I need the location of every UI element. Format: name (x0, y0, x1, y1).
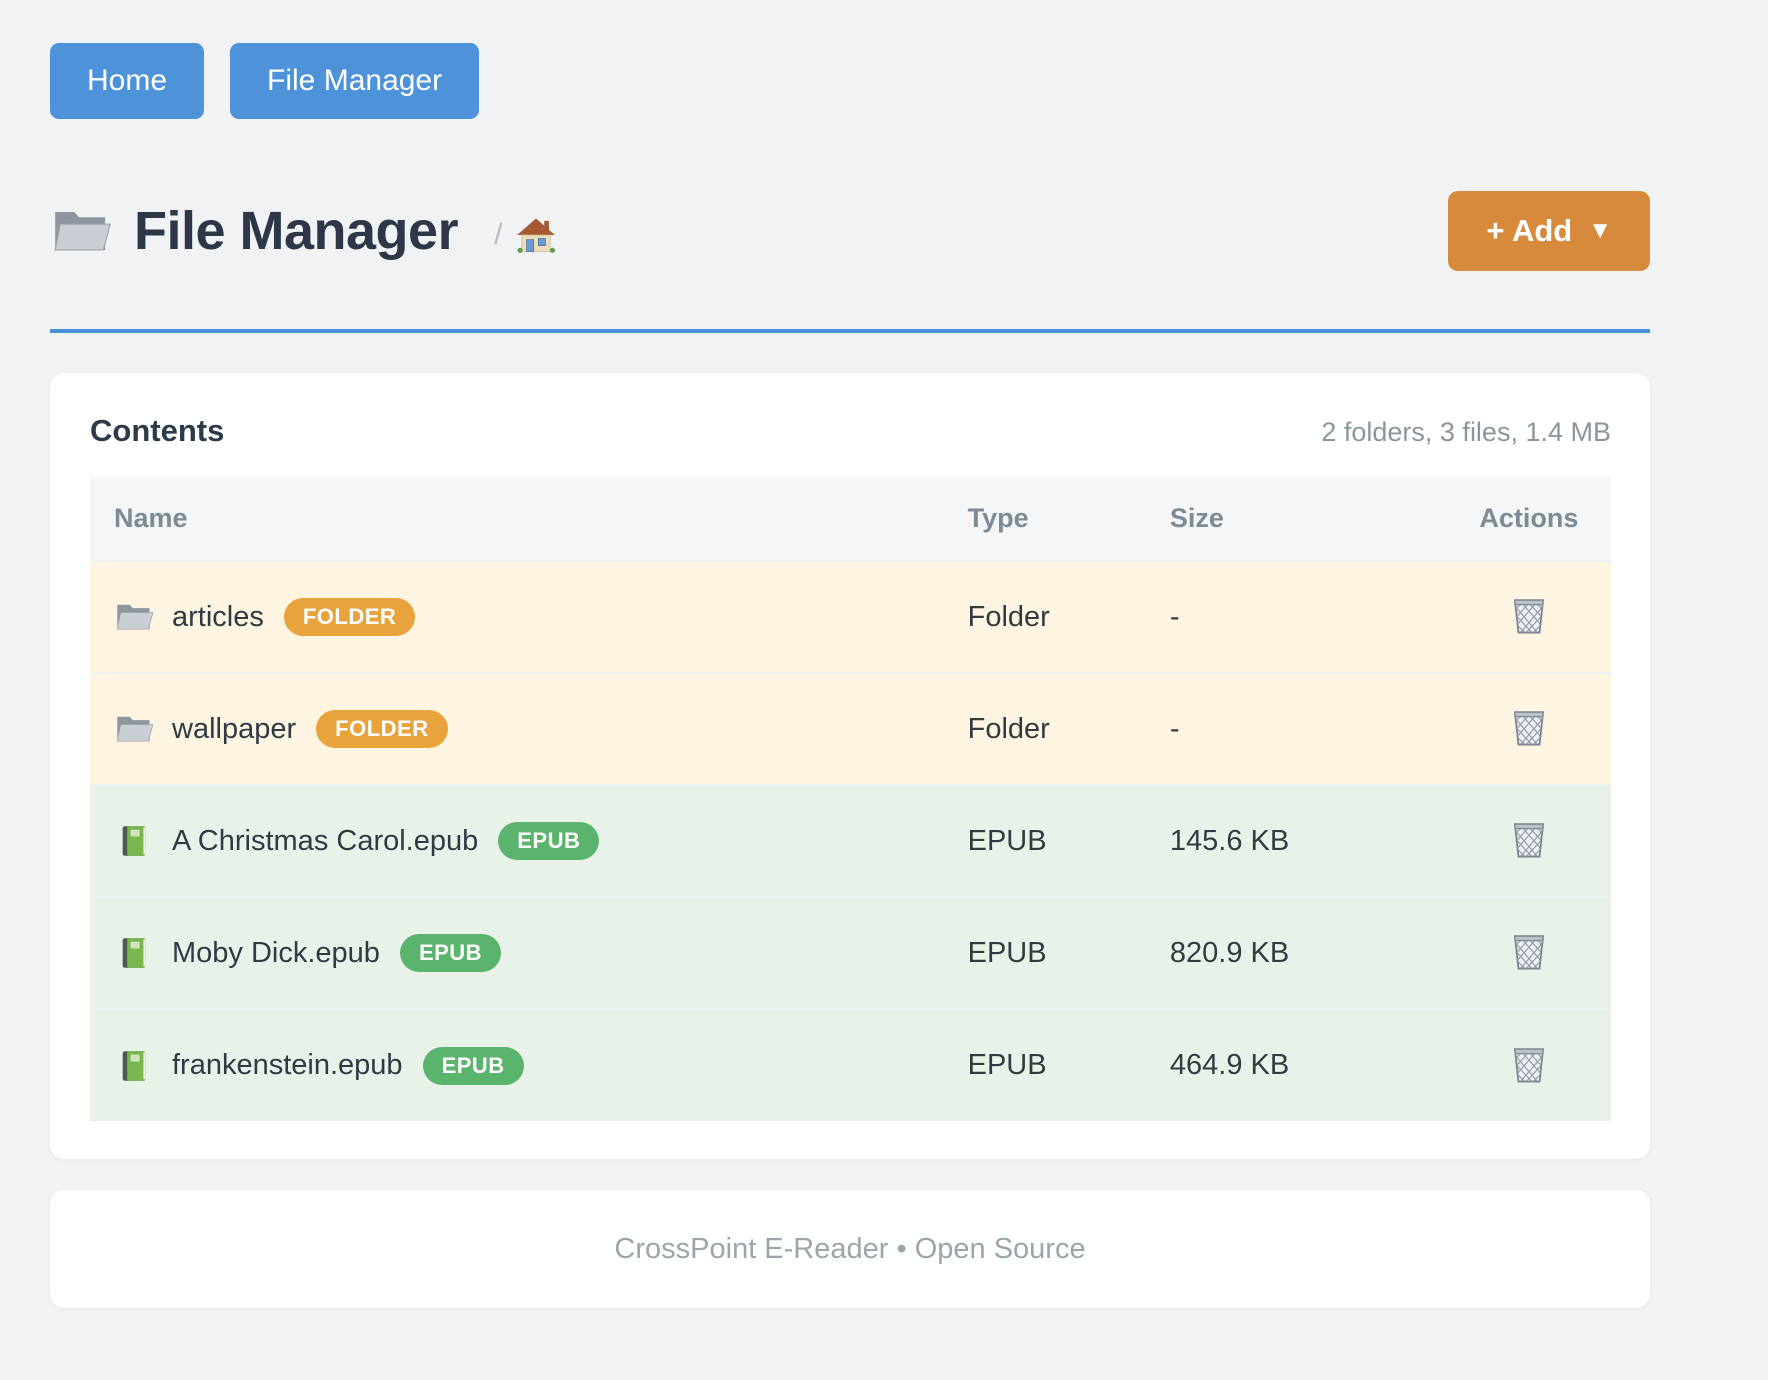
folder-icon (114, 712, 154, 746)
type-cell: Folder (967, 672, 1170, 785)
size-cell: 145.6 KB (1169, 784, 1447, 897)
file-name-link[interactable]: Moby Dick.epub (172, 936, 380, 969)
delete-button[interactable] (1508, 592, 1550, 638)
table-row: articles FOLDER Folder - (90, 560, 1611, 673)
contents-title: Contents (90, 413, 225, 448)
add-button-label: + Add (1486, 213, 1573, 248)
book-icon (114, 936, 154, 970)
nav-home-button[interactable]: Home (50, 43, 205, 119)
page-title: File Manager (134, 201, 459, 261)
folder-badge: FOLDER (316, 710, 448, 748)
page-container: Home File Manager File Manager / + Add ▼… (50, 0, 1650, 1308)
type-cell: EPUB (967, 784, 1170, 897)
contents-card: Contents 2 folders, 3 files, 1.4 MB Name… (50, 373, 1650, 1159)
file-name-link[interactable]: articles (172, 600, 264, 633)
table-row: Moby Dick.epub EPUB EPUB 820.9 KB (90, 896, 1611, 1009)
trash-icon (1512, 820, 1546, 858)
folder-icon (50, 205, 112, 257)
chevron-down-icon: ▼ (1588, 217, 1612, 244)
delete-button[interactable] (1508, 704, 1550, 750)
table-header-row: Name Type Size Actions (90, 477, 1611, 561)
file-name-link[interactable]: A Christmas Carol.epub (172, 824, 479, 857)
file-table: Name Type Size Actions articles FOLDER F… (90, 477, 1611, 1121)
epub-badge: EPUB (498, 822, 600, 860)
file-name-link[interactable]: wallpaper (172, 712, 297, 745)
type-cell: EPUB (967, 896, 1170, 1009)
trash-icon (1512, 708, 1546, 746)
file-name-link[interactable]: frankenstein.epub (172, 1049, 403, 1081)
footer-text: CrossPoint E-Reader • Open Source (614, 1232, 1086, 1265)
breadcrumb-separator: / (494, 218, 503, 251)
trash-icon (1512, 1045, 1546, 1083)
table-row: wallpaper FOLDER Folder - (90, 672, 1611, 785)
type-cell: EPUB (967, 1008, 1170, 1121)
footer: CrossPoint E-Reader • Open Source (50, 1190, 1650, 1308)
folder-badge: FOLDER (283, 598, 416, 636)
book-icon (114, 824, 154, 858)
column-header-size: Size (1169, 477, 1447, 561)
folder-icon (114, 600, 154, 634)
contents-header: Contents 2 folders, 3 files, 1.4 MB (90, 413, 1611, 449)
type-cell: Folder (967, 560, 1170, 673)
epub-badge: EPUB (399, 934, 502, 972)
accent-divider (50, 329, 1650, 333)
column-header-type: Type (967, 477, 1170, 561)
title-group: File Manager / (50, 200, 556, 262)
epub-badge: EPUB (422, 1046, 524, 1085)
trash-icon (1512, 596, 1546, 634)
delete-button[interactable] (1508, 928, 1550, 974)
top-nav: Home File Manager (50, 0, 1650, 119)
contents-summary: 2 folders, 3 files, 1.4 MB (1321, 417, 1611, 447)
nav-file-manager-button[interactable]: File Manager (230, 43, 480, 119)
size-cell: 820.9 KB (1169, 896, 1447, 1009)
size-cell: - (1169, 560, 1447, 673)
delete-button[interactable] (1508, 816, 1550, 862)
house-icon[interactable] (516, 217, 556, 253)
table-row: frankenstein.epub EPUB EPUB 464.9 KB (90, 1008, 1611, 1121)
add-button[interactable]: + Add ▼ (1448, 191, 1650, 271)
size-cell: 464.9 KB (1169, 1008, 1447, 1121)
column-header-actions: Actions (1446, 477, 1611, 561)
page-header: File Manager / + Add ▼ (50, 189, 1650, 273)
table-row: A Christmas Carol.epub EPUB EPUB 145.6 K… (90, 784, 1611, 897)
book-icon (114, 1049, 154, 1083)
delete-button[interactable] (1508, 1041, 1550, 1087)
size-cell: - (1169, 672, 1447, 785)
column-header-name: Name (90, 477, 968, 561)
trash-icon (1512, 932, 1546, 970)
